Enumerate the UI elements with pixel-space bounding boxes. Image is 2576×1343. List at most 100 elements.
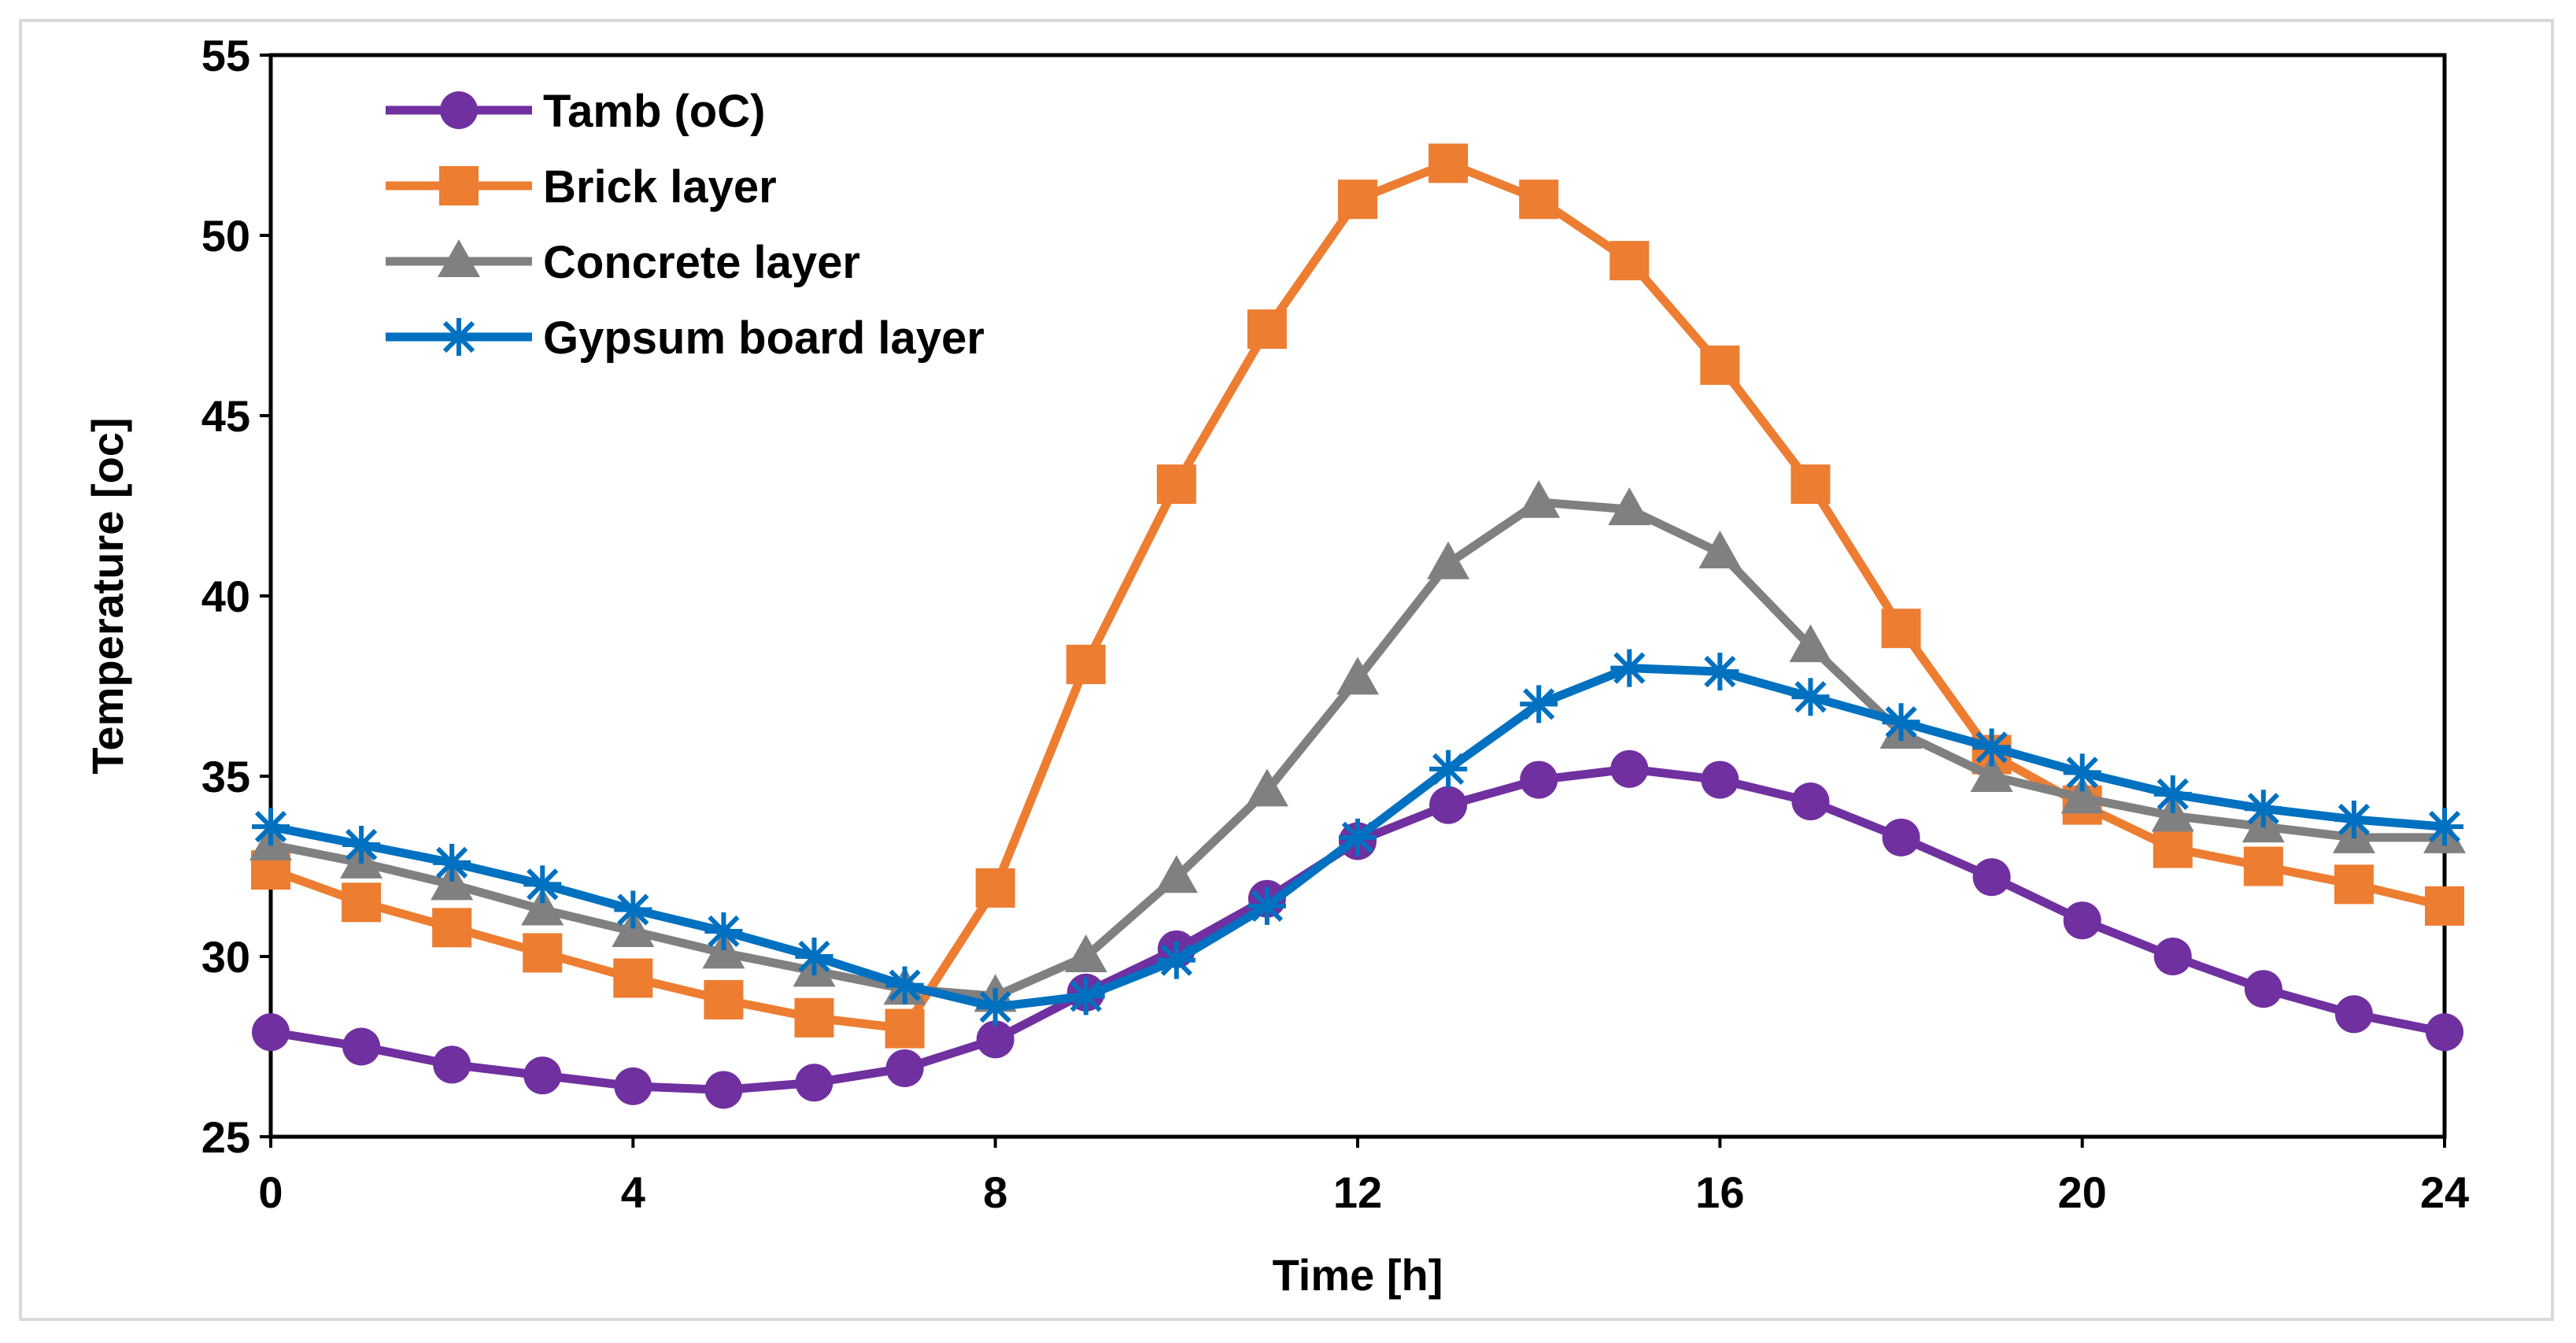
data-point (521, 887, 564, 926)
data-point (1064, 934, 1107, 972)
x-tick-label: 24 (2420, 1167, 2469, 1217)
legend-item: Brick layer (386, 161, 777, 213)
y-tick-label: 35 (201, 752, 250, 801)
data-point (2243, 846, 2283, 886)
data-point (1428, 143, 1469, 183)
y-tick-label: 45 (201, 391, 250, 441)
data-point (976, 988, 1015, 1027)
data-point (795, 938, 833, 975)
data-point (1791, 782, 1830, 821)
data-point (704, 912, 743, 950)
data-point (1791, 678, 1830, 716)
legend-label: Tamb (oC) (543, 86, 765, 137)
data-point (523, 865, 562, 904)
data-point (2244, 970, 2282, 1008)
data-point (1972, 858, 2011, 897)
data-point (795, 1064, 833, 1102)
data-point (1610, 649, 1649, 687)
legend-label: Concrete layer (543, 237, 860, 288)
data-point (2063, 901, 2101, 940)
data-point (2244, 790, 2282, 828)
legend-item: Tamb (oC) (386, 86, 765, 137)
x-tick-label: 20 (2058, 1167, 2107, 1217)
data-point (614, 890, 652, 929)
data-point (704, 979, 744, 1019)
data-point (1791, 464, 1831, 505)
data-point (1700, 345, 1740, 385)
data-point (2153, 938, 2192, 975)
data-point (1610, 749, 1649, 788)
legend-marker (440, 318, 478, 356)
data-point (885, 1049, 924, 1087)
data-point (252, 808, 290, 846)
data-point (1881, 609, 1921, 649)
data-point (1338, 179, 1377, 220)
data-point (1245, 768, 1288, 807)
data-point (342, 1027, 381, 1066)
legend-label: Brick layer (543, 161, 777, 213)
data-point (2334, 995, 2373, 1034)
data-point (1429, 749, 1468, 788)
data-point (2060, 775, 2104, 814)
series-3 (252, 649, 2463, 1027)
data-point (2063, 753, 2101, 792)
data-point (342, 882, 382, 923)
data-point (1156, 464, 1196, 505)
data-point (614, 1067, 652, 1105)
x-tick-label: 0 (258, 1167, 283, 1217)
data-point (1970, 754, 2013, 792)
data-point (252, 1013, 290, 1052)
data-point (433, 843, 471, 882)
data-point (1336, 657, 1379, 695)
data-point (1882, 703, 1920, 742)
y-tick-label: 40 (201, 572, 250, 621)
legend: Tamb (oC) Brick layer Concrete layer Gypsum… (386, 86, 985, 364)
data-point (1155, 855, 1198, 893)
data-point (2153, 775, 2192, 813)
data-point (2334, 800, 2373, 838)
legend-item: Gypsum board layer (386, 313, 985, 364)
data-point (1247, 309, 1287, 350)
legend-marker (439, 166, 479, 205)
y-tick-label: 25 (201, 1112, 250, 1162)
data-point (433, 1045, 471, 1084)
data-point (613, 958, 653, 998)
data-point (432, 908, 472, 948)
data-point (1247, 886, 1286, 925)
data-point (1339, 818, 1377, 856)
data-point (1972, 728, 2011, 767)
data-point (1701, 760, 1739, 799)
data-point (1520, 685, 1558, 723)
data-point (1066, 645, 1106, 685)
data-point (1427, 541, 1470, 579)
data-point (885, 1008, 925, 1049)
data-point (2426, 1013, 2463, 1052)
legend-label: Gypsum board layer (543, 313, 985, 364)
series-layer (249, 143, 2466, 1109)
data-point (2153, 828, 2193, 868)
data-point (976, 1020, 1015, 1059)
x-axis-title: Time [h] (1273, 1250, 1443, 1300)
data-point (1701, 653, 1739, 691)
legend-marker (440, 91, 478, 129)
y-tick-label: 50 (201, 211, 250, 261)
legend-marker (438, 239, 480, 277)
x-tick-label: 8 (983, 1167, 1007, 1217)
data-point (1429, 786, 1468, 824)
x-axis: 0 4 8 12 16 20 24 (258, 1137, 2469, 1217)
data-point (1608, 487, 1651, 526)
data-point (2425, 886, 2464, 926)
data-point (1517, 479, 1561, 518)
x-tick-label: 16 (1695, 1167, 1744, 1217)
data-point (523, 1056, 562, 1095)
data-point (1519, 179, 1559, 220)
data-point (1520, 760, 1558, 799)
data-point (1882, 818, 1920, 856)
data-point (704, 1071, 743, 1109)
data-point (1066, 977, 1105, 1016)
data-point (2426, 808, 2463, 846)
y-axis: 25 30 35 40 45 50 55 (201, 31, 271, 1162)
data-point (794, 997, 834, 1038)
data-point (885, 966, 924, 1004)
